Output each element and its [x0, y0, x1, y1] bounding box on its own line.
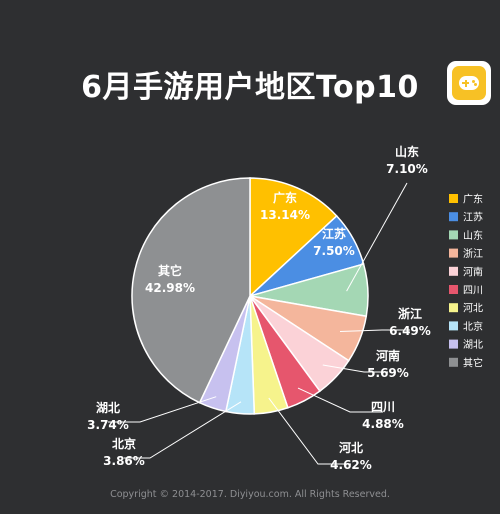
- slice-value-label-3: 7.10%: [386, 162, 428, 176]
- pie-slice-10: [131, 177, 251, 404]
- leader-line-5: [322, 364, 388, 373]
- legend-swatch-4: [449, 248, 458, 258]
- legend-swatch-10: [449, 357, 458, 367]
- slice-value-label-10: 42.98%: [145, 281, 195, 295]
- legend-swatch-2: [449, 212, 458, 222]
- legend-label-9: 湖北: [463, 339, 483, 351]
- legend-swatch-6: [449, 285, 458, 294]
- slice-name-label-1: 广东: [273, 190, 297, 205]
- legend-label-8: 北京: [463, 320, 483, 333]
- leader-line-6: [297, 387, 383, 413]
- slice-value-label-1: 13.14%: [260, 208, 310, 222]
- leader-line-4: [339, 329, 410, 332]
- legend-label-6: 四川: [463, 286, 483, 297]
- legend-swatch-8: [449, 321, 458, 331]
- pie-slices: [131, 177, 369, 415]
- legend-label-1: 广东: [463, 193, 483, 206]
- leader-line-7: [268, 397, 351, 465]
- slice-value-label-7: 4.62%: [330, 458, 372, 472]
- legend-swatch-1: [449, 194, 458, 203]
- slice-name-label-9: 湖北: [96, 400, 120, 415]
- legend-label-3: 山东: [463, 229, 483, 242]
- legend-label-7: 河北: [463, 303, 483, 315]
- app-logo: [447, 61, 491, 105]
- chart-title: 6月手游用户地区Top10: [81, 70, 419, 105]
- slice-name-label-7: 河北: [338, 440, 363, 455]
- pie-slice-1: [249, 177, 338, 298]
- leader-line-3: [346, 182, 408, 292]
- slice-value-label-9: 3.74%: [87, 418, 129, 432]
- slice-name-label-8: 北京: [112, 436, 136, 451]
- slice-value-label-4: 6.49%: [389, 324, 431, 338]
- slice-name-label-4: 浙江: [398, 306, 422, 321]
- slice-value-label-5: 5.69%: [367, 366, 409, 380]
- legend-swatch-5: [449, 266, 458, 276]
- slice-name-label-3: 山东: [395, 144, 419, 159]
- slice-name-label-10: 其它: [158, 263, 182, 278]
- slice-name-label-2: 江苏: [322, 226, 346, 241]
- slice-name-label-6: 四川: [371, 400, 395, 414]
- leader-line-9: [108, 396, 217, 423]
- gamepad-icon: [459, 76, 479, 90]
- logo-badge: [452, 66, 486, 100]
- legend-label-5: 河南: [463, 265, 483, 278]
- leader-line-8: [124, 401, 242, 459]
- legend-swatch-3: [449, 230, 458, 240]
- legend-label-10: 其它: [463, 356, 483, 369]
- slice-labels: 广东 13.14% 江苏 7.50% 山东 7.10% 浙江 6.49% 河南 5.69% 四川 4.…: [87, 144, 431, 472]
- legend-swatch-9: [449, 339, 458, 349]
- legend-swatch-7: [449, 303, 458, 313]
- slice-name-label-5: 河南: [375, 348, 400, 363]
- legend-label-4: 浙江: [463, 248, 483, 260]
- slice-value-label-8: 3.86%: [103, 454, 145, 468]
- copyright-text: Copyright © 2014-2017. Diyiyou.com. All …: [110, 489, 390, 500]
- leader-lines: [108, 182, 410, 465]
- slice-value-label-6: 4.88%: [362, 417, 404, 431]
- legend-label-2: 江苏: [463, 211, 483, 224]
- slice-value-label-2: 7.50%: [313, 244, 355, 258]
